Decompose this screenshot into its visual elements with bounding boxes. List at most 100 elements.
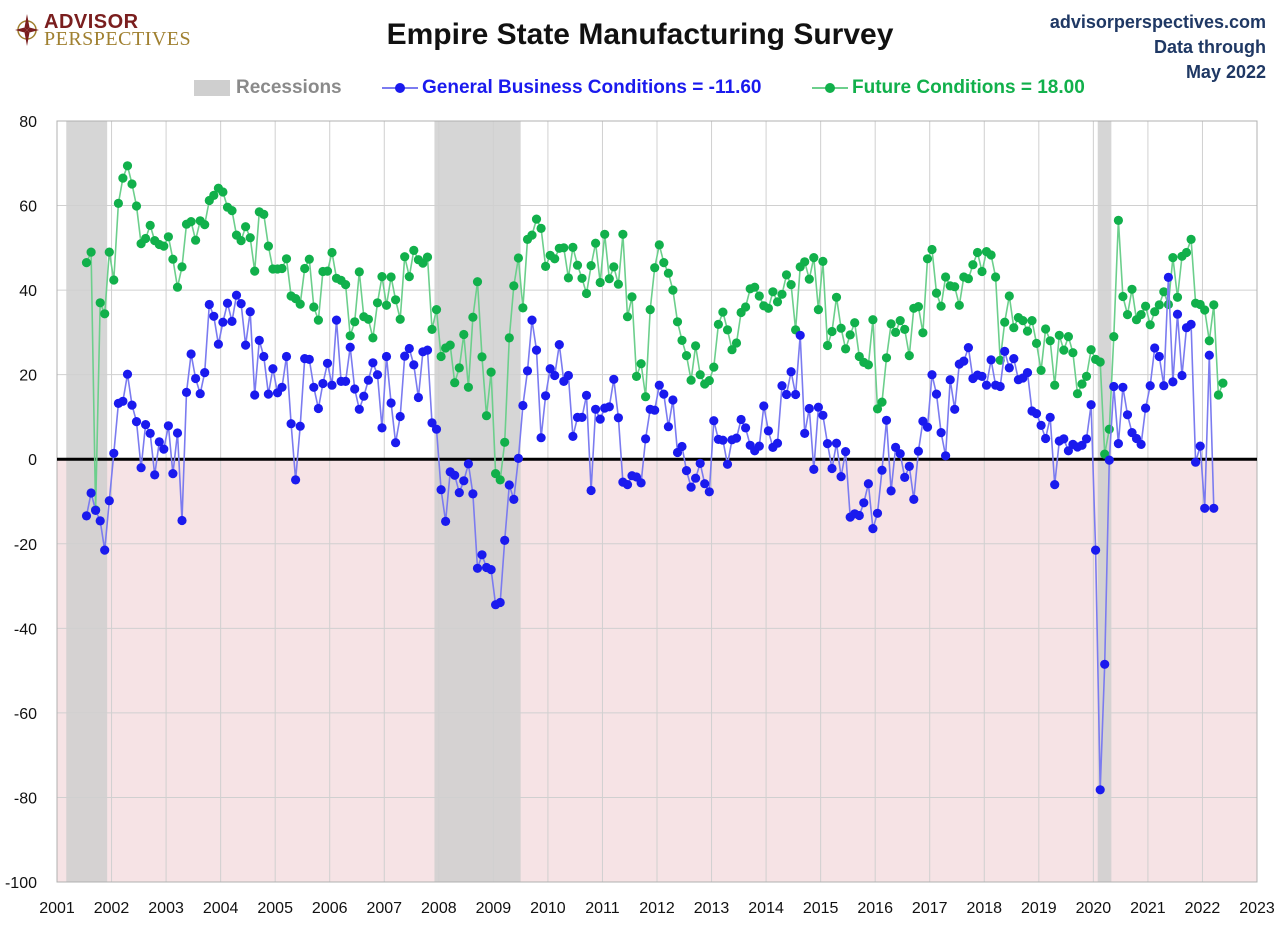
point-future <box>300 263 310 274</box>
point-general <box>659 389 669 399</box>
point-general <box>872 508 883 518</box>
point-general <box>200 368 210 378</box>
point-general <box>245 307 255 317</box>
point-general <box>827 463 837 474</box>
point-future <box>427 324 437 334</box>
x-tick-label: 2016 <box>857 900 893 917</box>
point-general <box>231 290 242 300</box>
point-future <box>827 326 837 337</box>
point-general <box>431 424 442 434</box>
point-general <box>227 316 237 326</box>
point-general <box>1009 354 1019 364</box>
point-general <box>1109 381 1119 392</box>
point-general <box>950 404 960 414</box>
point-future <box>813 305 824 315</box>
point-general <box>786 367 796 377</box>
point-general <box>81 511 92 521</box>
point-future <box>931 288 942 298</box>
point-future <box>686 375 696 385</box>
point-future <box>263 241 273 251</box>
x-tick-label: 2003 <box>148 900 184 917</box>
point-future <box>568 242 578 252</box>
point-general <box>759 401 769 411</box>
point-future <box>1136 310 1146 320</box>
point-future <box>1050 380 1060 390</box>
point-future <box>259 209 269 219</box>
x-tick-label: 2022 <box>1185 900 1221 917</box>
point-future <box>159 241 169 251</box>
point-future <box>941 272 951 282</box>
point-future <box>831 292 842 302</box>
legend-swatch-general <box>382 80 418 96</box>
point-future <box>1181 247 1192 258</box>
point-general <box>681 466 692 476</box>
point-future <box>991 272 1001 282</box>
point-future <box>345 331 355 341</box>
point-future <box>772 297 783 307</box>
point-general <box>622 480 633 490</box>
point-future <box>513 253 524 263</box>
point-future <box>845 330 855 340</box>
point-future <box>668 285 678 295</box>
point-general <box>259 351 269 362</box>
point-general <box>527 315 537 325</box>
point-future <box>872 404 883 414</box>
point-general <box>877 465 887 475</box>
point-general <box>1122 410 1133 420</box>
point-general <box>841 447 851 457</box>
point-general <box>1177 370 1187 381</box>
point-general <box>1172 309 1183 319</box>
point-general <box>1118 382 1128 392</box>
point-future <box>350 317 360 327</box>
point-future <box>622 312 633 322</box>
point-general <box>250 390 260 400</box>
point-future <box>1186 234 1196 244</box>
point-future <box>1068 348 1078 358</box>
point-future <box>436 351 446 362</box>
point-future <box>1122 310 1133 320</box>
point-general <box>295 421 305 431</box>
point-general <box>322 358 333 368</box>
x-tick-label: 2021 <box>1130 900 1166 917</box>
point-future <box>354 267 364 277</box>
x-tick-label: 2012 <box>639 900 675 917</box>
data-through-date: May 2022 <box>1185 62 1266 82</box>
point-future <box>1077 379 1087 389</box>
point-future <box>731 338 742 348</box>
point-general <box>1195 441 1205 451</box>
point-future <box>81 258 92 268</box>
point-future <box>1095 357 1105 367</box>
point-general <box>1150 343 1160 353</box>
point-future <box>968 260 978 270</box>
point-general <box>722 459 733 469</box>
point-general <box>1145 381 1155 391</box>
point-general <box>859 498 869 508</box>
x-tick-label: 2008 <box>421 900 457 917</box>
point-general <box>777 381 787 391</box>
point-general <box>386 398 396 408</box>
point-general <box>904 461 914 471</box>
point-future <box>972 247 983 258</box>
point-general <box>554 340 564 350</box>
point-future <box>586 261 596 271</box>
point-future <box>1150 307 1160 317</box>
point-general <box>1154 351 1164 362</box>
point-general <box>959 356 969 366</box>
point-general <box>718 435 728 445</box>
point-future <box>595 277 605 288</box>
point-future <box>386 272 396 282</box>
point-future <box>1009 323 1019 333</box>
point-future <box>618 229 628 239</box>
point-general <box>372 370 383 380</box>
x-tick-label: 2004 <box>203 900 239 917</box>
point-future <box>1072 389 1083 399</box>
point-general <box>936 428 946 438</box>
x-tick-label: 2019 <box>1021 900 1057 917</box>
x-tick-label: 2015 <box>803 900 839 917</box>
point-future <box>1209 300 1219 310</box>
point-general <box>1186 319 1196 329</box>
point-future <box>550 254 560 264</box>
point-general <box>836 472 846 482</box>
point-general <box>241 340 251 350</box>
point-general <box>404 343 414 354</box>
